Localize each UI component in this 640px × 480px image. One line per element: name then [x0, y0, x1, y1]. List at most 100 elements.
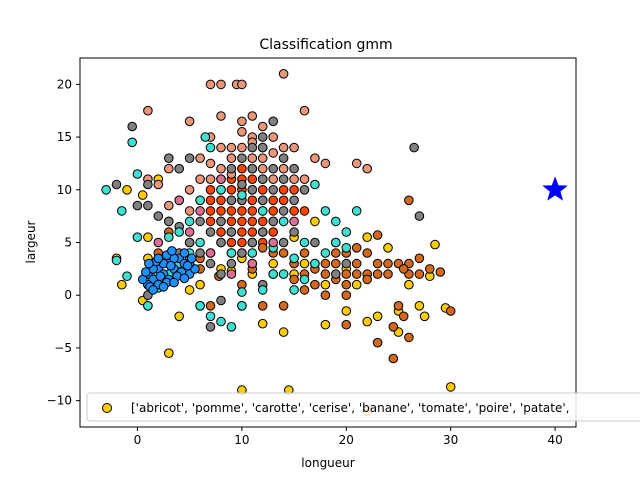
- data-point: [372, 258, 383, 269]
- data-point: [351, 279, 362, 290]
- data-point: [153, 237, 164, 248]
- data-point: [341, 243, 352, 253]
- data-point: [278, 327, 289, 337]
- data-point: [184, 185, 195, 195]
- data-point: [186, 253, 197, 264]
- data-point: [289, 195, 299, 206]
- data-point: [164, 163, 174, 174]
- data-point: [257, 163, 268, 174]
- data-point: [226, 258, 237, 269]
- data-point: [257, 206, 268, 216]
- data-point: [320, 279, 331, 290]
- data-point: [310, 237, 320, 248]
- data-point: [414, 211, 425, 221]
- data-point: [268, 237, 279, 248]
- data-point: [132, 200, 143, 211]
- data-point: [247, 195, 258, 206]
- data-point: [372, 230, 383, 240]
- data-point: [137, 190, 148, 200]
- data-point: [195, 301, 205, 311]
- data-point: [310, 153, 320, 163]
- y-tick-label: 0: [64, 288, 72, 302]
- data-point: [174, 195, 184, 206]
- data-point: [182, 260, 193, 271]
- data-point: [268, 132, 279, 142]
- data-point: [205, 258, 216, 269]
- data-point: [409, 142, 419, 153]
- x-tick-label: 0: [134, 433, 142, 447]
- y-tick-label: 5: [64, 236, 72, 250]
- data-point: [226, 269, 237, 279]
- data-point: [237, 116, 247, 127]
- data-point: [289, 216, 299, 227]
- data-point: [341, 227, 352, 237]
- data-point: [237, 216, 247, 227]
- data-point: [216, 79, 226, 90]
- data-point: [414, 269, 425, 279]
- data-point: [331, 237, 341, 248]
- data-point: [195, 248, 205, 258]
- data-point: [111, 179, 122, 190]
- y-tick-label: −10: [47, 394, 72, 408]
- data-point: [289, 206, 299, 216]
- data-point: [268, 163, 279, 174]
- data-point: [164, 232, 174, 242]
- data-point: [299, 185, 310, 195]
- data-point: [216, 206, 226, 216]
- data-point: [362, 232, 373, 242]
- data-point: [195, 174, 205, 184]
- data-point: [257, 142, 268, 153]
- data-point: [226, 227, 237, 237]
- data-point: [331, 258, 341, 269]
- data-point: [200, 132, 211, 142]
- data-point: [257, 174, 268, 184]
- data-point: [257, 195, 268, 206]
- data-point: [289, 285, 299, 295]
- data-point: [268, 206, 279, 216]
- data-point: [299, 206, 310, 216]
- data-point: [205, 142, 216, 153]
- data-point: [184, 116, 195, 127]
- data-point: [226, 163, 237, 174]
- data-point: [143, 200, 153, 211]
- data-point: [216, 185, 226, 195]
- data-point: [299, 258, 310, 269]
- data-point: [247, 248, 258, 258]
- data-point: [257, 216, 268, 227]
- data-point: [278, 248, 289, 258]
- data-point: [247, 237, 258, 248]
- data-point: [216, 163, 226, 174]
- data-point: [226, 237, 237, 248]
- data-point: [205, 195, 216, 206]
- data-point: [164, 200, 174, 211]
- data-point: [195, 153, 205, 163]
- data-point: [164, 216, 174, 227]
- data-point: [184, 153, 195, 163]
- data-point: [257, 227, 268, 237]
- data-point: [430, 239, 440, 250]
- data-point: [425, 264, 435, 274]
- data-point: [320, 319, 331, 330]
- data-point: [393, 301, 404, 311]
- data-point: [247, 206, 258, 216]
- data-point: [289, 174, 299, 184]
- data-point: [362, 274, 373, 285]
- data-point: [278, 195, 289, 206]
- data-point: [179, 273, 190, 284]
- data-point: [299, 274, 310, 285]
- data-point: [341, 306, 352, 316]
- data-point: [184, 227, 195, 237]
- data-point: [404, 195, 414, 206]
- data-point: [372, 311, 383, 322]
- data-point: [268, 216, 279, 227]
- data-point: [205, 311, 216, 322]
- y-axis-label: largeur: [24, 220, 38, 263]
- data-point: [117, 206, 127, 216]
- data-point: [341, 269, 352, 279]
- data-point: [205, 301, 216, 311]
- data-point: [205, 248, 216, 258]
- data-point: [372, 337, 383, 348]
- data-point: [257, 153, 268, 163]
- data-point: [351, 243, 362, 253]
